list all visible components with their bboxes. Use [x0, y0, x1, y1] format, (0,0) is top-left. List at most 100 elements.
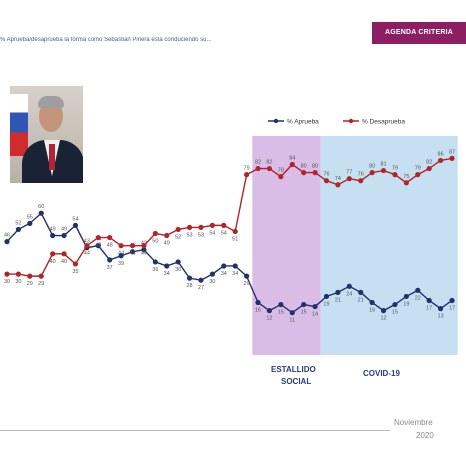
- data-label: 55: [27, 214, 33, 220]
- data-label: 74: [335, 176, 341, 182]
- data-label: 48: [95, 243, 101, 249]
- data-point: [118, 253, 124, 259]
- data-label: 29: [244, 281, 250, 287]
- agenda-criteria-badge: AGENDA CRITERIA: [372, 22, 466, 44]
- data-label: 39: [118, 261, 124, 267]
- data-label: 15: [278, 310, 284, 316]
- data-label: 30: [209, 279, 215, 285]
- data-label: 53: [187, 232, 193, 238]
- data-label: 80: [312, 164, 318, 170]
- data-point: [312, 303, 318, 310]
- data-label: 24: [346, 291, 352, 297]
- data-label: 29: [38, 281, 44, 287]
- data-point: [380, 167, 387, 174]
- data-label: 34: [232, 271, 238, 277]
- series-line-2: [7, 157, 453, 277]
- data-point: [186, 224, 193, 231]
- data-label: 54: [72, 216, 78, 222]
- data-label: 76: [358, 172, 364, 178]
- portrait-hair: [38, 96, 64, 108]
- data-point: [129, 249, 136, 255]
- data-label: 80: [369, 164, 375, 170]
- data-label: 46: [4, 233, 10, 239]
- data-label: 81: [380, 162, 386, 168]
- data-label: 17: [449, 305, 455, 311]
- data-point: [358, 289, 364, 295]
- data-point: [346, 283, 352, 289]
- data-point: [118, 243, 124, 249]
- data-point: [335, 289, 341, 295]
- data-label: 51: [232, 236, 238, 242]
- series-line-1: [6, 212, 453, 314]
- data-label: 30: [4, 279, 10, 285]
- data-label: 30: [15, 279, 21, 285]
- data-label: 28: [187, 283, 193, 289]
- data-label: 14: [312, 312, 318, 318]
- data-point: [358, 178, 364, 184]
- data-point: [61, 232, 67, 239]
- data-label: 76: [323, 172, 329, 178]
- legend-marker-1: [273, 118, 279, 124]
- data-label: 82: [255, 160, 261, 166]
- data-label: 54: [209, 230, 215, 236]
- data-point: [278, 301, 284, 308]
- data-point: [232, 228, 238, 235]
- data-point: [209, 271, 215, 277]
- portrait-tie: [49, 144, 55, 170]
- data-label: 36: [175, 267, 181, 273]
- data-point: [449, 297, 455, 304]
- data-label: 84: [289, 155, 295, 161]
- data-point: [255, 165, 261, 172]
- data-label: 75: [403, 174, 409, 180]
- data-label: 11: [289, 318, 295, 324]
- data-point: [152, 230, 158, 237]
- footer-divider: [0, 430, 390, 431]
- data-label: 15: [392, 310, 398, 316]
- data-point: [289, 310, 295, 316]
- data-label: 44: [141, 251, 147, 257]
- data-label: 44: [84, 251, 90, 257]
- data-point: [164, 232, 170, 239]
- data-point: [95, 234, 101, 241]
- data-label: 16: [255, 308, 261, 314]
- data-label: 21: [335, 297, 341, 303]
- data-label: 50: [152, 239, 158, 245]
- data-label: 82: [266, 160, 272, 166]
- data-point: [4, 271, 10, 277]
- data-point: [301, 170, 307, 176]
- data-label: 49: [50, 227, 56, 233]
- data-point: [403, 180, 409, 186]
- data-point: [27, 273, 33, 279]
- data-point: [175, 259, 181, 265]
- data-label: 54: [221, 230, 227, 236]
- data-point: [312, 170, 318, 176]
- data-point: [221, 263, 227, 269]
- data-point: [380, 308, 387, 314]
- data-point: [38, 273, 44, 279]
- data-label: 87: [449, 149, 455, 155]
- data-point: [392, 301, 398, 308]
- data-point: [164, 263, 170, 269]
- data-label: 34: [164, 271, 170, 277]
- data-point: [289, 161, 295, 168]
- president-portrait: [10, 86, 83, 183]
- data-label: 53: [198, 232, 204, 238]
- data-point: [278, 174, 284, 180]
- data-label: 40: [61, 259, 67, 265]
- data-point: [129, 243, 136, 249]
- data-label: 34: [221, 271, 227, 277]
- annotation-band-2: [320, 136, 458, 355]
- data-point: [186, 275, 193, 281]
- chart-subtitle: % Aprueba/desaprueba la forma como Sebas…: [0, 37, 212, 43]
- data-point: [255, 299, 261, 306]
- data-point: [107, 234, 113, 241]
- data-point: [346, 176, 352, 182]
- data-point: [232, 263, 238, 269]
- data-point: [4, 239, 10, 245]
- data-label: 17: [426, 305, 432, 311]
- data-point: [50, 251, 56, 257]
- data-label: 52: [15, 220, 21, 226]
- data-point: [403, 293, 409, 300]
- data-label: 49: [61, 227, 67, 233]
